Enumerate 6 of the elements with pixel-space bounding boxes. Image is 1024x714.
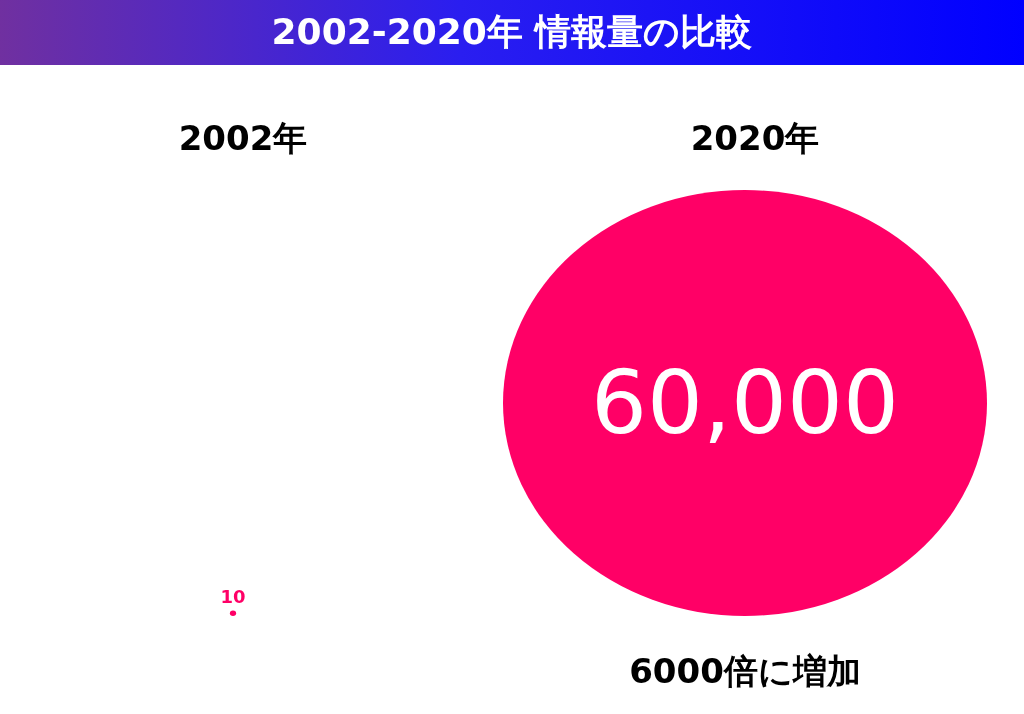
- category-label: 2002年: [178, 118, 308, 158]
- text: 2002-2020年 情報量の比較: [271, 11, 753, 52]
- text: 6000倍に増加: [629, 651, 861, 691]
- data-label: 60,000: [591, 351, 899, 454]
- data-label: 10: [220, 585, 246, 607]
- category-label: 2020年: [690, 118, 820, 158]
